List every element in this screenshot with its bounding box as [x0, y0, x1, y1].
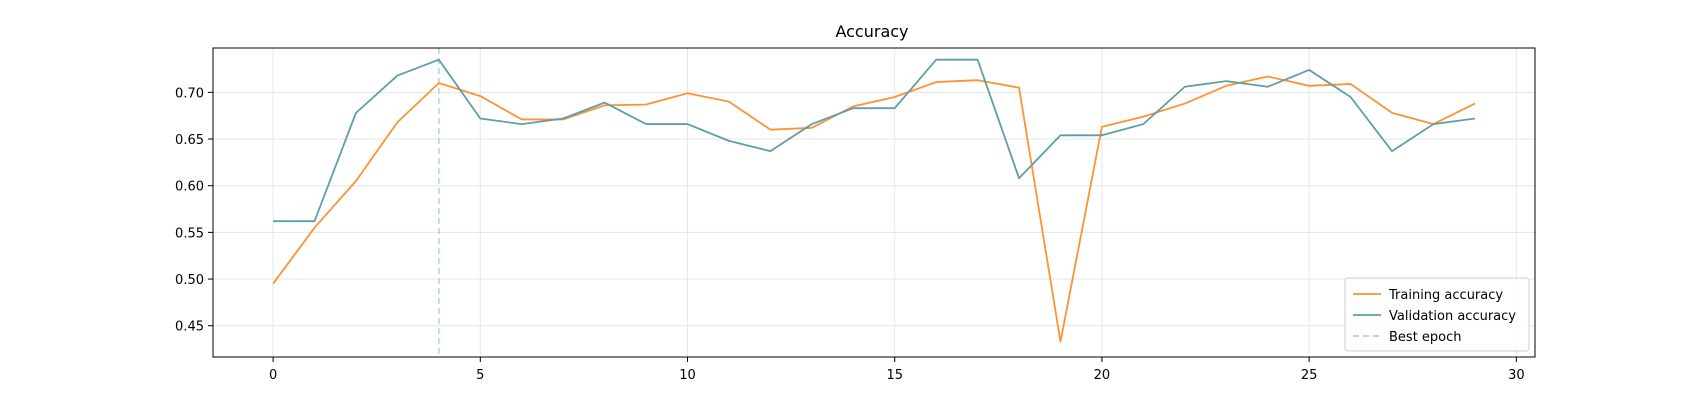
x-tick-label: 15	[886, 368, 903, 383]
x-tick-label: 30	[1508, 368, 1525, 383]
legend-label: Best epoch	[1389, 330, 1462, 345]
validation-accuracy-line	[273, 58, 1476, 223]
plot-frame	[212, 47, 1536, 358]
training-accuracy-line	[272, 75, 1476, 343]
y-tick-label: 0.65	[175, 133, 204, 148]
legend-label: Training accuracy	[1388, 288, 1503, 303]
x-tick-label: 10	[679, 368, 696, 383]
x-tick-label: 20	[1094, 368, 1111, 383]
y-tick-label: 0.45	[175, 320, 204, 335]
axis-ticks: 0 5 10 15 20 25 30 0.45 0.50 0.55 0.60 0.65 0.70	[175, 86, 1525, 383]
x-tick-label: 5	[476, 368, 484, 383]
chart-title: Accuracy	[835, 22, 908, 41]
y-tick-label: 0.70	[175, 86, 204, 101]
y-tick-label: 0.60	[175, 180, 204, 195]
grid	[213, 48, 1535, 357]
series-lines	[272, 58, 1476, 343]
x-tick-label: 25	[1301, 368, 1318, 383]
y-tick-label: 0.55	[175, 226, 204, 241]
legend-box	[1344, 277, 1530, 352]
legend-label: Validation accuracy	[1389, 309, 1516, 324]
y-tick-label: 0.50	[175, 273, 204, 288]
x-tick-label: 0	[269, 368, 277, 383]
legend: Training accuracy Validation accuracy Best…	[1344, 277, 1530, 352]
